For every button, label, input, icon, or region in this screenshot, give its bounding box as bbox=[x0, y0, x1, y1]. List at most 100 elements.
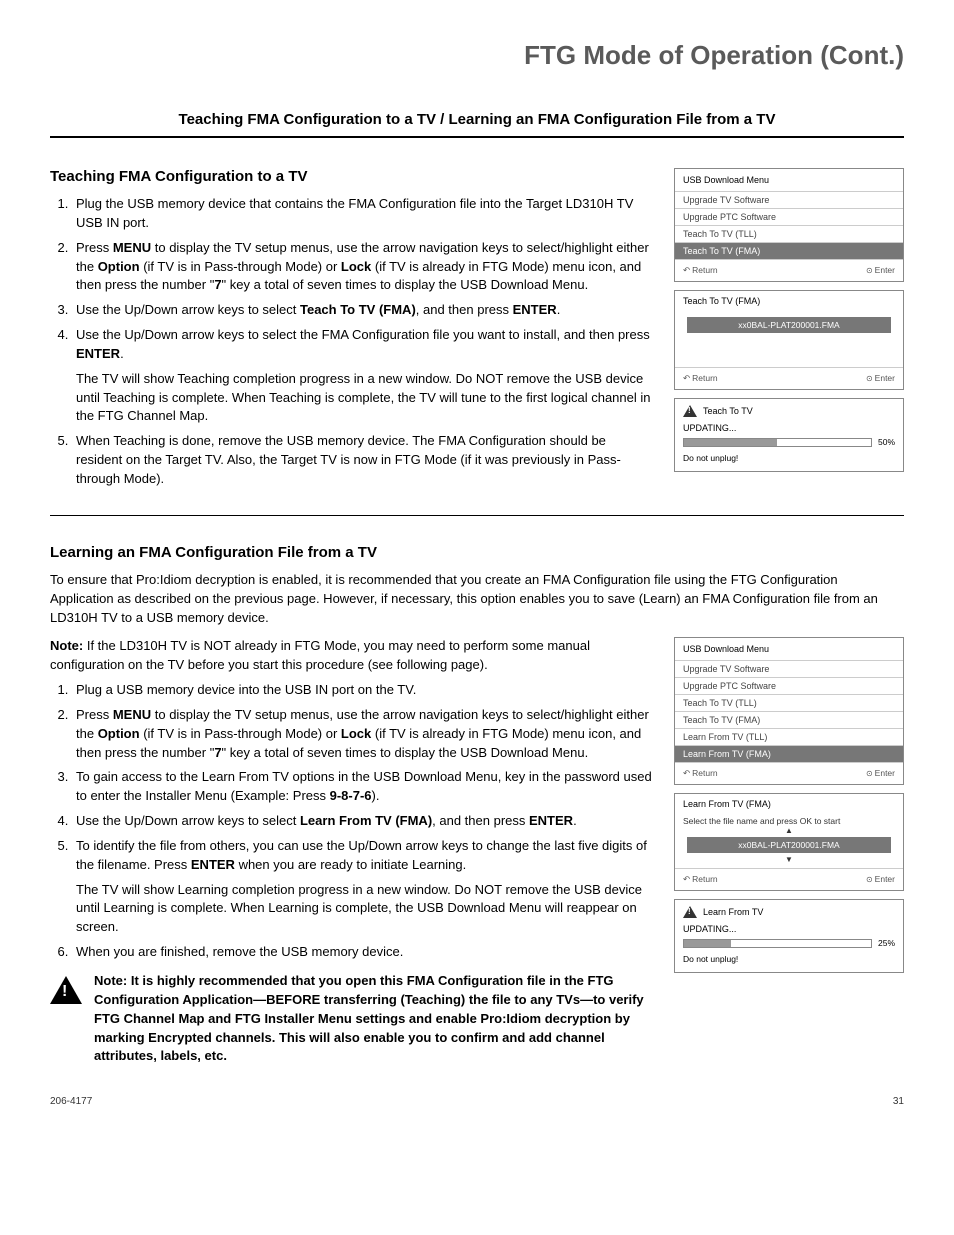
panel-title: USB Download Menu bbox=[675, 638, 903, 660]
bold: ENTER bbox=[191, 857, 235, 872]
enter-label[interactable]: Enter bbox=[866, 265, 895, 276]
text: , and then press bbox=[416, 302, 513, 317]
text: . bbox=[120, 346, 124, 361]
progress-pct: 50% bbox=[878, 437, 895, 447]
enter-label[interactable]: Enter bbox=[866, 768, 895, 779]
return-label[interactable]: Return bbox=[683, 373, 718, 384]
up-arrow-icon[interactable]: ▲ bbox=[687, 826, 891, 835]
text: when you are ready to initiate Learning. bbox=[235, 857, 466, 872]
warning-icon bbox=[683, 906, 697, 918]
updating-label: UPDATING... bbox=[683, 423, 895, 433]
usb-download-menu-panel: USB Download Menu Upgrade TV Software Up… bbox=[674, 637, 904, 785]
panel-header-row: Teach To TV bbox=[683, 405, 895, 417]
progress-bar bbox=[683, 939, 872, 948]
panel-footer: Return Enter bbox=[675, 259, 903, 281]
usb-download-menu-panel: USB Download Menu Upgrade TV Software Up… bbox=[674, 168, 904, 282]
menu-item-selected[interactable]: Teach To TV (FMA) bbox=[675, 242, 903, 259]
bold: 9-8-7-6 bbox=[330, 788, 372, 803]
text: . bbox=[573, 813, 577, 828]
menu-item[interactable]: Teach To TV (TLL) bbox=[675, 225, 903, 242]
list-item: Use the Up/Down arrow keys to select Tea… bbox=[72, 301, 654, 320]
bold: 7 bbox=[214, 745, 221, 760]
bold: MENU bbox=[113, 707, 151, 722]
bold: Note: bbox=[50, 638, 83, 653]
panel-footer: Return Enter bbox=[675, 868, 903, 890]
sub-paragraph: The TV will show Teaching completion pro… bbox=[76, 370, 654, 427]
progress-bar bbox=[683, 438, 872, 447]
text: . bbox=[557, 302, 561, 317]
bold: 7 bbox=[214, 277, 221, 292]
teaching-steps: Plug the USB memory device that contains… bbox=[50, 195, 654, 489]
warning-note-text: Note: It is highly recommended that you … bbox=[94, 972, 654, 1066]
list-item: To gain access to the Learn From TV opti… bbox=[72, 768, 654, 806]
down-arrow-icon[interactable]: ▼ bbox=[687, 855, 891, 864]
list-item: Use the Up/Down arrow keys to select Lea… bbox=[72, 812, 654, 831]
progress-row: 50% bbox=[683, 437, 895, 447]
return-label[interactable]: Return bbox=[683, 265, 718, 276]
panel-footer: Return Enter bbox=[675, 367, 903, 389]
bold: MENU bbox=[113, 240, 151, 255]
do-not-unplug: Do not unplug! bbox=[683, 453, 895, 463]
section-divider bbox=[50, 515, 904, 516]
teaching-heading: Teaching FMA Configuration to a TV bbox=[50, 168, 654, 185]
warning-note-block: Note: It is highly recommended that you … bbox=[50, 972, 654, 1066]
menu-list: Upgrade TV Software Upgrade PTC Software… bbox=[675, 191, 903, 259]
bold: Lock bbox=[341, 259, 371, 274]
list-item: When you are ﬁnished, remove the USB mem… bbox=[72, 943, 654, 962]
list-item: Press MENU to display the TV setup menus… bbox=[72, 706, 654, 763]
return-label[interactable]: Return bbox=[683, 768, 718, 779]
footer-right: 31 bbox=[893, 1096, 904, 1107]
text: If the LD310H TV is NOT already in FTG M… bbox=[50, 638, 590, 672]
panel-title: Learn From TV bbox=[703, 907, 763, 917]
text: " key a total of seven times to display … bbox=[222, 745, 589, 760]
progress-fill bbox=[684, 439, 777, 446]
section-teaching-panels: USB Download Menu Upgrade TV Software Up… bbox=[674, 168, 904, 495]
warning-icon bbox=[683, 405, 697, 417]
learn-from-tv-file-panel: Learn From TV (FMA) Select the ﬁle name … bbox=[674, 793, 904, 891]
panel-title: Teach To TV bbox=[703, 406, 753, 416]
list-item: To identify the ﬁle from others, you can… bbox=[72, 837, 654, 937]
menu-item[interactable]: Upgrade PTC Software bbox=[675, 208, 903, 225]
section-learning-panels: USB Download Menu Upgrade TV Software Up… bbox=[674, 637, 904, 1066]
list-item: Plug a USB memory device into the USB IN… bbox=[72, 681, 654, 700]
updating-label: UPDATING... bbox=[683, 924, 895, 934]
panel-title: USB Download Menu bbox=[675, 169, 903, 191]
list-item: Use the Up/Down arrow keys to select the… bbox=[72, 326, 654, 426]
file-row[interactable]: xx0BAL-PLAT200001.FMA bbox=[687, 837, 891, 853]
footer-left: 206-4177 bbox=[50, 1096, 92, 1107]
menu-item[interactable]: Learn From TV (TLL) bbox=[675, 728, 903, 745]
menu-item[interactable]: Teach To TV (TLL) bbox=[675, 694, 903, 711]
enter-label[interactable]: Enter bbox=[866, 874, 895, 885]
progress-fill bbox=[684, 940, 731, 947]
file-row[interactable]: xx0BAL-PLAT200001.FMA bbox=[687, 317, 891, 333]
warning-icon bbox=[50, 976, 82, 1004]
enter-label[interactable]: Enter bbox=[866, 373, 895, 384]
teach-to-tv-file-panel: Teach To TV (FMA) xx0BAL-PLAT200001.FMA … bbox=[674, 290, 904, 390]
panel-prompt: Select the ﬁle name and press OK to star… bbox=[675, 814, 903, 826]
menu-item[interactable]: Teach To TV (FMA) bbox=[675, 711, 903, 728]
progress-row: 25% bbox=[683, 938, 895, 948]
section-learning: Note: If the LD310H TV is NOT already in… bbox=[50, 637, 904, 1066]
text: Press bbox=[76, 707, 113, 722]
page-subtitle: Teaching FMA Configuration to a TV / Lea… bbox=[50, 111, 904, 138]
menu-item[interactable]: Upgrade TV Software bbox=[675, 191, 903, 208]
file-area: ▲ xx0BAL-PLAT200001.FMA ▼ bbox=[675, 826, 903, 864]
menu-item[interactable]: Upgrade PTC Software bbox=[675, 677, 903, 694]
text: ). bbox=[372, 788, 380, 803]
do-not-unplug: Do not unplug! bbox=[683, 954, 895, 964]
text: (if TV is in Pass-through Mode) or bbox=[140, 259, 341, 274]
menu-item[interactable]: Upgrade TV Software bbox=[675, 660, 903, 677]
page-title: FTG Mode of Operation (Cont.) bbox=[50, 40, 904, 71]
return-label[interactable]: Return bbox=[683, 874, 718, 885]
menu-item-selected[interactable]: Learn From TV (FMA) bbox=[675, 745, 903, 762]
text: Use the Up/Down arrow keys to select the… bbox=[76, 327, 650, 342]
menu-list: Upgrade TV Software Upgrade PTC Software… bbox=[675, 660, 903, 762]
list-item: When Teaching is done, remove the USB me… bbox=[72, 432, 654, 489]
bold: Learn From TV (FMA) bbox=[300, 813, 432, 828]
bold: Option bbox=[98, 726, 140, 741]
bold: ENTER bbox=[76, 346, 120, 361]
learning-intro: To ensure that Pro:Idiom decryption is e… bbox=[50, 571, 904, 628]
section-teaching-body: Teaching FMA Configuration to a TV Plug … bbox=[50, 168, 654, 495]
bold: Teach To TV (FMA) bbox=[300, 302, 416, 317]
text: (if TV is in Pass-through Mode) or bbox=[140, 726, 341, 741]
